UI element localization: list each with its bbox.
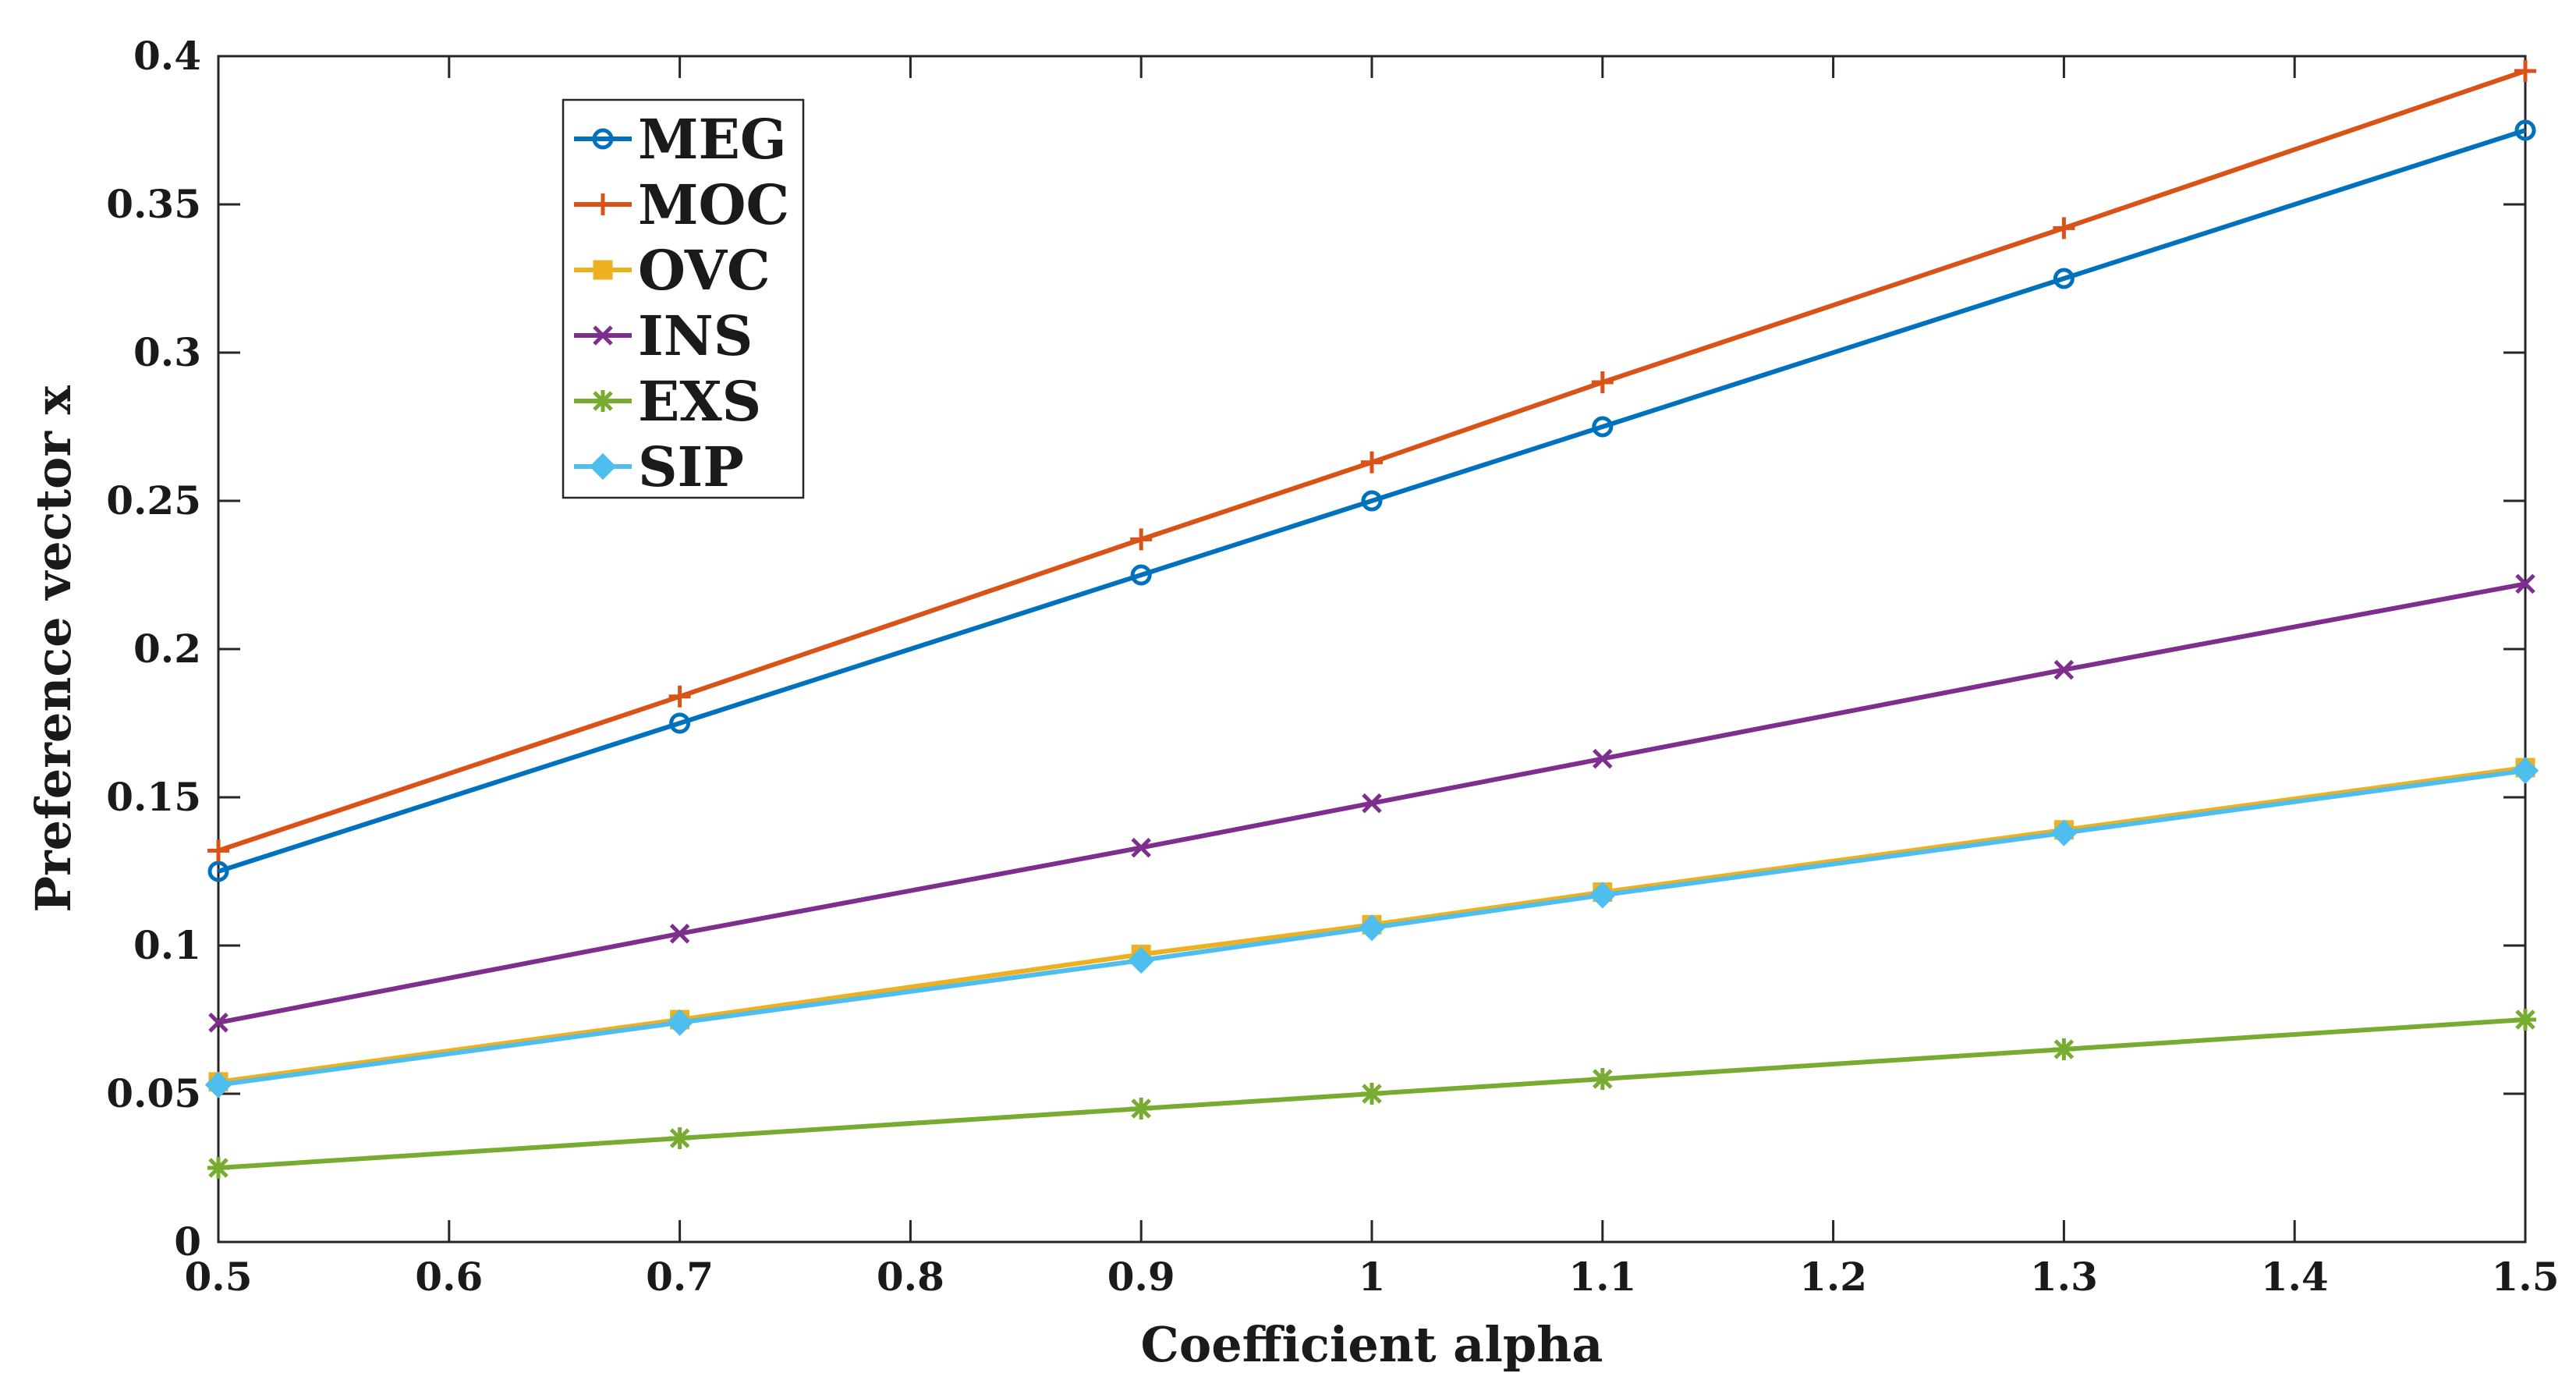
data-point-exs [1591, 1068, 1614, 1090]
data-point-meg [207, 860, 229, 882]
data-point-sip [1358, 914, 1386, 942]
data-point-exs [207, 1157, 229, 1179]
data-point-moc [207, 839, 229, 862]
data-point-ins [2053, 659, 2075, 680]
data-point-moc [1361, 451, 1383, 474]
x-tick-label: 1.4 [2261, 1254, 2329, 1300]
y-tick-label: 0.35 [106, 181, 201, 227]
legend-label: OVC [638, 238, 771, 303]
legend-swatch-marker [592, 128, 614, 150]
legend-swatch-marker [592, 390, 614, 412]
data-point-ins [1131, 837, 1151, 858]
data-point-meg [2514, 119, 2536, 141]
data-point-exs [1361, 1083, 1383, 1105]
data-point-ins [1362, 793, 1382, 814]
x-tick-label: 0.6 [415, 1254, 483, 1300]
legend-item-sip: SIP [574, 435, 744, 499]
series-moc [207, 60, 2536, 862]
series-meg [207, 119, 2536, 882]
data-point-sip [666, 1009, 693, 1036]
legend-swatch-marker [592, 193, 614, 215]
series-sip [204, 757, 2539, 1098]
x-tick-label: 1.2 [1799, 1254, 1867, 1300]
data-point-ins [2515, 573, 2535, 594]
data-point-sip [1128, 946, 1155, 974]
x-tick-label: 1.1 [1568, 1254, 1636, 1300]
x-tick-label: 1 [1359, 1254, 1386, 1300]
y-tick-label: 0.2 [133, 626, 201, 672]
data-point-ins [208, 1013, 229, 1033]
data-point-meg [1592, 416, 1614, 438]
series-exs [207, 1009, 2536, 1179]
legend-swatch-marker [593, 325, 613, 346]
y-tick-label: 0.15 [106, 774, 201, 820]
y-tick-label: 0.3 [133, 329, 201, 375]
x-tick-label: 1.3 [2030, 1254, 2098, 1300]
legend-item-ins: INS [574, 303, 753, 368]
data-point-exs [668, 1127, 691, 1149]
y-tick-label: 0.05 [106, 1070, 201, 1116]
legend-label: INS [638, 303, 753, 368]
data-point-moc [1130, 528, 1153, 551]
legend-box [562, 98, 805, 499]
data-point-sip [2050, 819, 2078, 846]
data-point-moc [668, 685, 691, 708]
legend-item-ovc: OVC [574, 238, 771, 303]
data-point-moc [2053, 217, 2075, 240]
x-tick-label: 0.7 [646, 1254, 714, 1300]
x-axis-ticks: 0.5 0.6 0.7 0.8 0.9 1 1.1 1.2 1.3 1.4 1.5 [185, 56, 2560, 1300]
data-point-sip [204, 1071, 232, 1098]
data-point-ins [669, 924, 690, 944]
legend-swatch-marker [593, 260, 613, 280]
data-point-moc [1591, 371, 1614, 393]
data-point-meg [1130, 564, 1152, 586]
legend-label: MEG [638, 107, 787, 172]
data-point-meg [669, 712, 691, 734]
legend-swatch-marker [589, 452, 617, 481]
legend-label: SIP [638, 435, 744, 499]
data-point-moc [2514, 60, 2536, 82]
y-axis-ticks: 0 0.05 0.1 0.15 0.2 0.25 0.3 0.35 0.4 [106, 33, 2525, 1265]
data-point-meg [1361, 490, 1383, 512]
data-point-sip [1589, 882, 1616, 909]
y-tick-label: 0 [174, 1219, 201, 1265]
legend-item-moc: MOC [574, 172, 789, 237]
legend-item-exs: EXS [574, 369, 761, 434]
legend-label: MOC [638, 172, 789, 237]
y-tick-label: 0.4 [133, 33, 201, 79]
y-axis-title: Preference vector x [25, 385, 82, 912]
legend-label: EXS [638, 369, 761, 434]
series-layer [204, 60, 2539, 1179]
data-point-sip [2511, 757, 2539, 784]
y-tick-label: 0.25 [106, 477, 201, 523]
series-line-meg [218, 128, 2526, 874]
x-axis-title: Coefficient alpha [1141, 1316, 1603, 1373]
data-point-meg [2053, 268, 2075, 289]
y-tick-label: 0.1 [133, 922, 201, 968]
x-tick-label: 0.9 [1107, 1254, 1175, 1300]
data-point-exs [2514, 1009, 2536, 1031]
data-point-ins [1593, 748, 1613, 769]
x-tick-label: 1.5 [2492, 1254, 2560, 1300]
x-tick-label: 0.8 [877, 1254, 944, 1300]
data-point-exs [2053, 1038, 2075, 1060]
series-ins [208, 573, 2535, 1033]
x-tick-label: 0.5 [185, 1254, 253, 1300]
data-point-exs [1130, 1098, 1153, 1119]
legend-item-meg: MEG [574, 107, 787, 172]
